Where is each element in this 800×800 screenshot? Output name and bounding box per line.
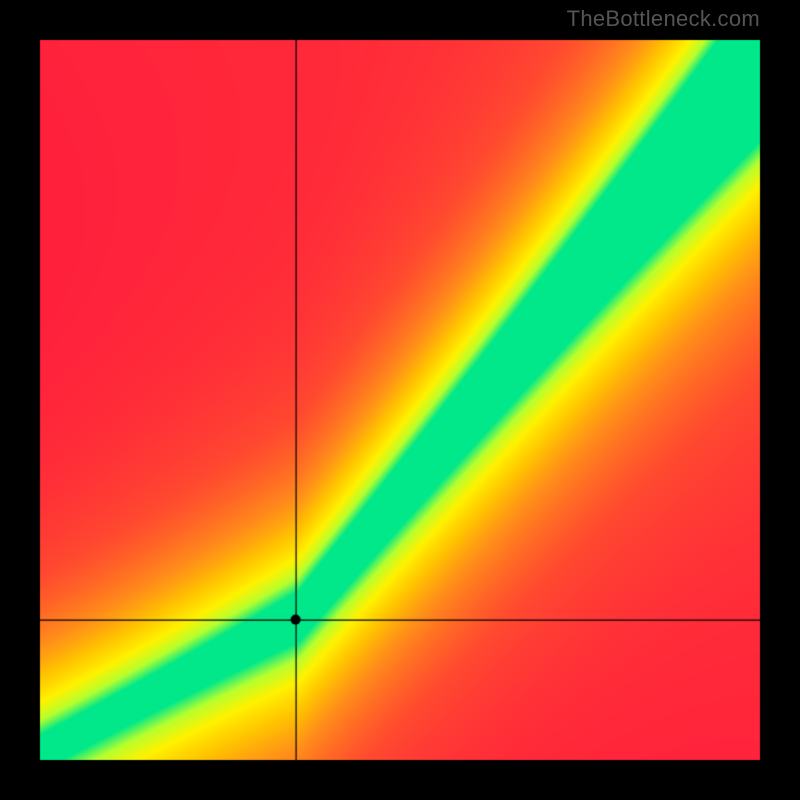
chart-container: TheBottleneck.com — [0, 0, 800, 800]
watermark-text: TheBottleneck.com — [567, 6, 760, 32]
heatmap-canvas — [0, 0, 800, 800]
